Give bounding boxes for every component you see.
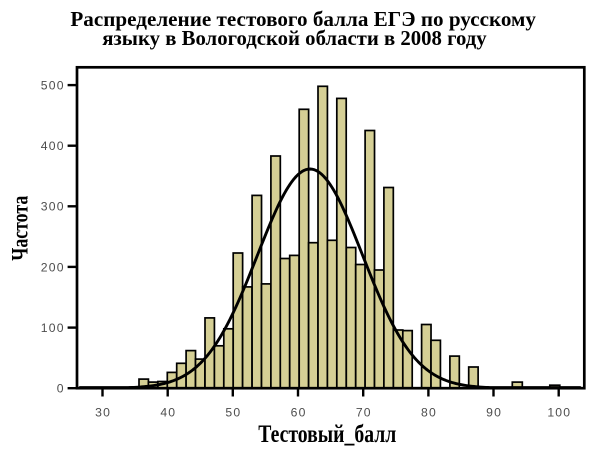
svg-text:500: 500 bbox=[41, 79, 65, 93]
svg-text:Частота: Частота bbox=[8, 195, 33, 260]
svg-text:300: 300 bbox=[41, 200, 65, 214]
svg-text:0: 0 bbox=[57, 382, 65, 396]
svg-text:80: 80 bbox=[421, 406, 437, 420]
svg-text:90: 90 bbox=[486, 406, 502, 420]
svg-text:200: 200 bbox=[41, 260, 65, 274]
svg-text:60: 60 bbox=[291, 406, 307, 420]
svg-text:Распределение тестового балла: Распределение тестового балла ЕГЭ по рус… bbox=[70, 7, 536, 31]
svg-text:30: 30 bbox=[95, 406, 111, 420]
svg-text:40: 40 bbox=[160, 406, 176, 420]
svg-text:100: 100 bbox=[41, 321, 65, 335]
svg-text:Тестовый_балл: Тестовый_балл bbox=[258, 421, 396, 448]
svg-text:50: 50 bbox=[225, 406, 241, 420]
svg-text:языку в Вологодской области в: языку в Вологодской области в 2008 году bbox=[102, 26, 487, 50]
svg-text:70: 70 bbox=[356, 406, 372, 420]
svg-text:400: 400 bbox=[41, 139, 65, 153]
svg-text:100: 100 bbox=[547, 406, 571, 420]
